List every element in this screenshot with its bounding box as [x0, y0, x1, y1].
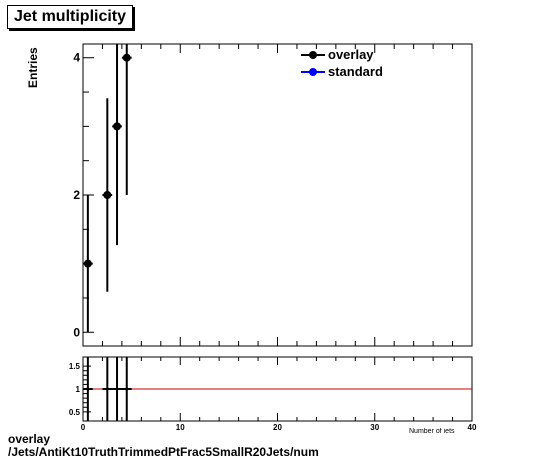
main-plot-frame — [82, 43, 473, 347]
overlay-marker-icon — [300, 49, 326, 61]
y-tick-label: 2 — [73, 188, 80, 202]
ratio-y-tick-label: 0.5 — [69, 408, 81, 417]
ratio-point — [115, 387, 119, 391]
x-tick-label: 10 — [176, 423, 185, 432]
footer-line-1: overlay — [8, 432, 51, 446]
y-tick-label: 0 — [73, 325, 80, 339]
standard-marker-icon — [300, 66, 326, 78]
x-tick-label: 20 — [273, 423, 282, 432]
legend-entry-standard: standard — [300, 63, 383, 80]
legend-label-standard: standard — [328, 64, 383, 79]
ratio-y-tick-label: 1.5 — [69, 362, 81, 371]
footer-line-2: /Jets/AntiKt10TruthTrimmedPtFrac5SmallR2… — [8, 445, 319, 459]
footer-caption: overlay /Jets/AntiKt10TruthTrimmedPtFrac… — [8, 433, 319, 459]
chart-title: Jet multiplicity — [7, 5, 134, 29]
ratio-point — [125, 387, 129, 391]
ratio-point — [86, 387, 90, 391]
ratio-y-tick-label: 1 — [76, 385, 81, 394]
legend-entry-overlay: overlay — [300, 46, 383, 63]
overlay-point — [103, 191, 112, 199]
overlay-point — [83, 259, 92, 268]
x-axis-label: Number of jets — [409, 428, 455, 433]
overlay-point — [122, 53, 131, 62]
x-tick-label: 30 — [370, 423, 379, 432]
y-tick-label: 4 — [73, 51, 80, 65]
ratio-point — [105, 387, 109, 391]
x-tick-label: 40 — [468, 423, 477, 432]
x-tick-label: 0 — [81, 423, 86, 432]
legend: overlay standard — [300, 46, 383, 80]
overlay-point — [113, 122, 122, 131]
legend-label-overlay: overlay — [328, 47, 374, 62]
y-axis-label: Entries — [26, 47, 40, 88]
